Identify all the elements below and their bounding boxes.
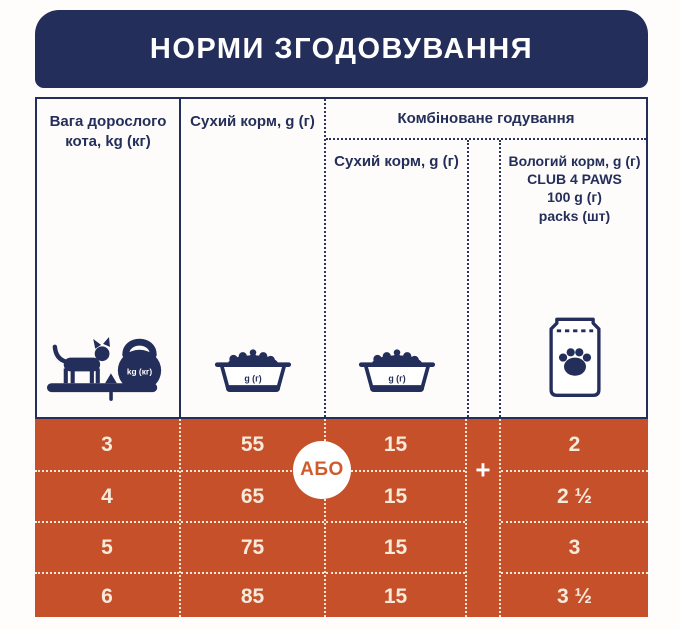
wet-header-line-4: packs (шт) [538, 207, 611, 224]
feeding-table-body: 3 4 5 6 55 65 75 85 15 15 15 15 + 2 2 ½ … [35, 419, 648, 617]
header-cell-combined-dry: Сухий корм, g (г) [326, 140, 467, 417]
bowl-label: g (г) [244, 373, 261, 383]
cell-dry: 55 [240, 432, 265, 456]
cell-weight: 4 [35, 470, 179, 521]
column-wet-packs: 2 2 ½ 3 3 ½ [499, 419, 648, 617]
cell-wet-packs: 3 [501, 521, 648, 572]
dry-header-label: Сухий корм, g (г) [190, 113, 315, 130]
cell-wet-packs: 2 [568, 432, 581, 456]
kettlebell-label: kg (кг) [127, 366, 153, 376]
cell-dry: 65 [181, 470, 324, 521]
cat-weight-icon: kg (кг) [46, 336, 162, 401]
weight-header-label: Вага дорослого кота, kg (кг) [49, 113, 167, 150]
header-cell-wet: Вологий корм, g (г) CLUB 4 PAWS 100 g (г… [501, 140, 648, 417]
feeding-table-header: Вага дорослого кота, kg (кг) [35, 97, 648, 419]
combined-dry-bowl-icon: g (г) [358, 349, 435, 393]
cell-combined-dry: 15 [326, 521, 465, 572]
combined-subheaders: Сухий корм, g (г) [326, 140, 646, 417]
cell-weight: 3 [101, 432, 113, 456]
cell-combined-dry: 15 [326, 572, 465, 619]
paw-print-icon [558, 348, 591, 376]
column-plus-connector: + [465, 419, 499, 617]
or-connector-label: АБО [300, 459, 344, 480]
cell-wet-packs: 2 ½ [501, 470, 648, 521]
wet-food-pouch-icon [548, 317, 601, 397]
wet-header-line-2: CLUB 4 PAWS [527, 171, 622, 188]
wet-header-line-3: 100 g (г) [547, 189, 602, 206]
column-combined-dry: 15 15 15 15 [324, 419, 465, 617]
wet-header-line-1: Вологий корм, g (г) [508, 153, 641, 169]
cell-weight: 6 [35, 572, 179, 619]
cell-weight: 5 [35, 521, 179, 572]
bowl-label: g (г) [388, 373, 405, 383]
cell-wet-packs: 3 ½ [501, 572, 648, 619]
header-cell-plus-gap [467, 140, 501, 417]
dry-food-bowl-icon: g (г) [214, 349, 291, 393]
wet-header-label: Вологий корм, g (г) CLUB 4 PAWS 100 g (г… [509, 152, 641, 225]
page-title: НОРМИ ЗГОДОВУВАННЯ [149, 32, 534, 65]
plus-connector-label: + [475, 454, 491, 485]
header-cell-dry: Сухий корм, g (г) g (г) [179, 99, 324, 417]
header-group-combined: Комбіноване годування Сухий корм, g (г) [324, 99, 646, 417]
combined-dry-header-label: Сухий корм, g (г) [334, 153, 459, 170]
cell-combined-dry: 15 [383, 432, 408, 456]
or-connector-badge: АБО [293, 441, 351, 499]
cell-dry: 75 [181, 521, 324, 572]
header-cell-weight: Вага дорослого кота, kg (кг) [37, 99, 179, 417]
cell-combined-dry: 15 [326, 470, 465, 521]
column-dry: 55 65 75 85 [179, 419, 324, 617]
cell-dry: 85 [181, 572, 324, 619]
combined-header-label: Комбіноване годування [326, 99, 646, 140]
banner: НОРМИ ЗГОДОВУВАННЯ [35, 10, 648, 88]
column-weight: 3 4 5 6 [35, 419, 179, 617]
